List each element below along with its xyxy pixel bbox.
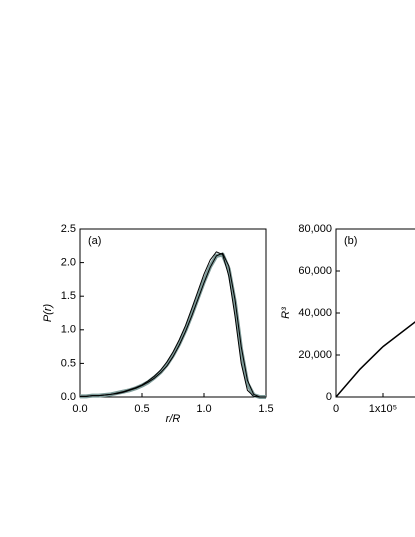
x-tick-label: 1.0 bbox=[196, 403, 211, 415]
x-tick-label: 0.0 bbox=[72, 403, 87, 415]
y-tick-label: 2.0 bbox=[61, 257, 76, 269]
data-line bbox=[80, 252, 266, 398]
panel-label: (b) bbox=[344, 235, 357, 247]
x-tick-label: 0.5 bbox=[134, 403, 149, 415]
y-tick-label: 60,000 bbox=[298, 265, 332, 277]
data-line bbox=[335, 321, 415, 398]
plot-frame bbox=[335, 228, 415, 398]
y-tick-label: 2.5 bbox=[61, 223, 76, 235]
y-tick-label: 40,000 bbox=[298, 307, 332, 319]
x-tick-label: 1.5 bbox=[258, 403, 273, 415]
x-tick-label: 1x10⁵ bbox=[369, 403, 397, 415]
y-axis-label: R³ bbox=[280, 307, 292, 319]
y-tick-label: 20,000 bbox=[298, 349, 332, 361]
plot-frame bbox=[79, 228, 267, 398]
y-tick-label: 0.0 bbox=[61, 391, 76, 403]
x-axis-label: r/R bbox=[166, 413, 181, 425]
y-tick-label: 0 bbox=[326, 391, 332, 403]
y-tick-label: 1.0 bbox=[61, 324, 76, 336]
y-axis-label: P(r) bbox=[42, 304, 54, 323]
y-tick-label: 0.5 bbox=[61, 357, 76, 369]
y-tick-label: 80,000 bbox=[298, 223, 332, 235]
panel-label: (a) bbox=[88, 235, 101, 247]
y-tick-label: 1.5 bbox=[61, 290, 76, 302]
x-tick-label: 0 bbox=[333, 403, 339, 415]
